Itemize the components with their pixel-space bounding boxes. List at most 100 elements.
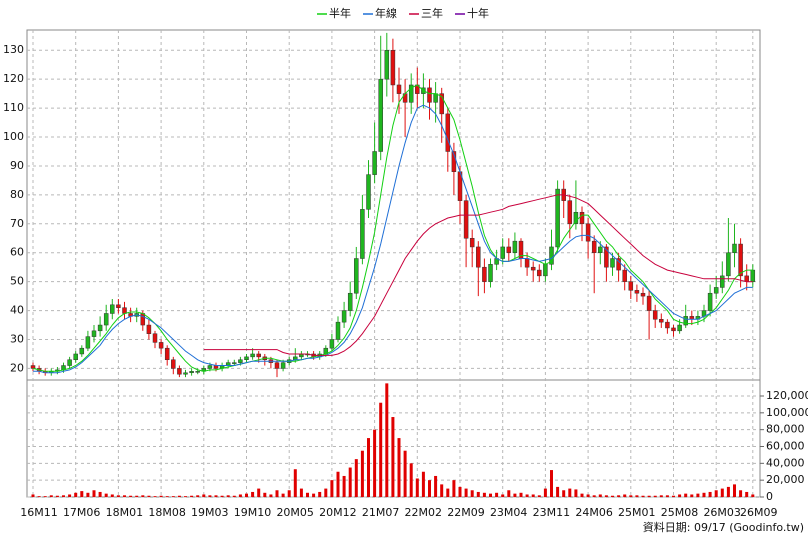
volume-bar — [141, 495, 145, 497]
y2-tick-label: 80,000 — [766, 423, 805, 436]
candle-body — [707, 292, 713, 311]
x-tick-label: 24M06 — [575, 506, 613, 519]
candle-body — [79, 347, 85, 355]
y-tick-label: 70 — [10, 217, 24, 230]
candle-body — [250, 353, 255, 358]
candle-body — [585, 223, 591, 242]
y-tick-label: 60 — [10, 246, 24, 259]
volume-bar — [373, 429, 377, 497]
volume-bar — [556, 486, 560, 497]
candle-body — [573, 211, 579, 225]
volume-bar — [617, 495, 621, 497]
candle-body — [579, 211, 585, 225]
x-tick-label: 25M08 — [661, 506, 699, 519]
candle-body — [652, 310, 658, 320]
candle-body — [256, 353, 261, 358]
volume-bar — [458, 486, 462, 497]
volume-bar — [330, 480, 334, 497]
volume-bar — [714, 490, 718, 497]
candle-body — [677, 324, 682, 332]
y-tick-label: 120 — [3, 72, 24, 85]
volume-bar — [324, 488, 328, 497]
volume-bar — [452, 480, 456, 497]
y2-tick-label: 20,000 — [766, 473, 805, 486]
volume-bar — [110, 494, 114, 497]
volume-bar — [177, 495, 181, 497]
candle-body — [622, 269, 627, 282]
volume-bar — [232, 495, 236, 497]
volume-bar — [251, 491, 255, 497]
volume-bar — [531, 494, 535, 497]
y-tick-label: 130 — [3, 43, 24, 56]
volume-bar — [550, 470, 553, 497]
volume-bar — [226, 495, 230, 497]
candle-body — [152, 333, 158, 343]
candle-body — [329, 339, 335, 349]
candle-body — [122, 307, 127, 314]
candle-body — [506, 246, 512, 253]
volume-bar — [37, 496, 41, 497]
candle-body — [85, 336, 91, 349]
volume-bar — [116, 495, 120, 497]
y-tick-label: 30 — [10, 333, 24, 346]
volume-bar — [733, 484, 736, 497]
volume-bar — [147, 495, 151, 497]
y2-tick-label: 40,000 — [766, 456, 805, 469]
volume-bar — [592, 495, 596, 497]
volume-bar — [74, 492, 78, 497]
candle-body — [732, 243, 737, 253]
volume-bar — [391, 417, 395, 497]
volume-bar — [257, 488, 261, 497]
volume-bar — [635, 495, 639, 497]
volume-bar — [665, 495, 669, 497]
volume-bar — [245, 493, 248, 497]
candle-body — [628, 281, 634, 291]
candle-body — [232, 362, 237, 364]
candle-body — [750, 269, 756, 282]
candle-body — [469, 238, 475, 248]
candle-body — [97, 324, 103, 332]
volume-bar — [696, 493, 700, 497]
volume-bar — [165, 496, 169, 497]
volume-bar — [629, 495, 633, 497]
x-tick-label: 26M09 — [740, 506, 778, 519]
volume-bar — [568, 488, 572, 497]
x-tick-label: 19M03 — [191, 506, 229, 519]
candle-body — [244, 356, 249, 361]
volume-bar — [446, 488, 450, 497]
volume-bar — [586, 494, 590, 497]
volume-bar — [293, 469, 297, 497]
candle-body — [183, 372, 188, 375]
volume-bar — [519, 492, 523, 497]
volume-bar — [708, 491, 712, 497]
volume-bar — [598, 494, 602, 497]
volume-bar — [647, 495, 651, 497]
volume-bar — [428, 480, 431, 497]
x-tick-label: 25M01 — [618, 506, 656, 519]
candle-body — [738, 243, 743, 277]
candle-body — [158, 342, 164, 349]
volume-bar — [495, 492, 499, 497]
candle-body — [335, 321, 341, 340]
volume-bar — [623, 494, 627, 497]
volume-bar — [86, 492, 90, 497]
volume-bar — [220, 495, 224, 497]
volume-bar — [153, 496, 157, 497]
volume-bar — [312, 493, 316, 497]
x-tick-label: 20M12 — [319, 506, 357, 519]
candle-body — [103, 313, 109, 326]
candle-body — [591, 240, 597, 253]
x-tick-label: 18M01 — [106, 506, 144, 519]
legend-label: 半年 — [329, 6, 351, 20]
legend-label: 三年 — [421, 6, 443, 20]
candle-body — [646, 295, 652, 311]
candle-body — [384, 49, 390, 80]
candle-body — [73, 353, 78, 361]
y2-tick-label: 60,000 — [766, 439, 805, 452]
candle-body — [390, 49, 396, 86]
volume-bar — [190, 495, 194, 497]
candle-body — [610, 258, 615, 268]
volume-bar — [123, 495, 126, 497]
volume-bar — [513, 493, 517, 497]
volume-bar — [434, 475, 438, 497]
